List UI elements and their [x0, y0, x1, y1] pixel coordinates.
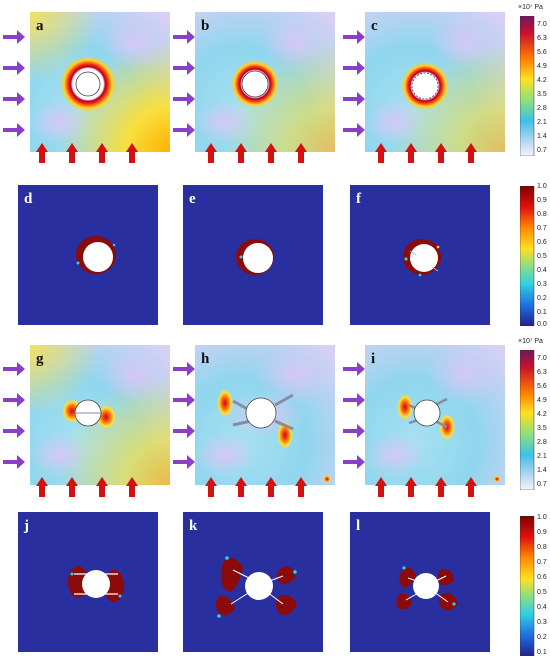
panel-label: c — [371, 18, 378, 34]
colorbar-tick: 1.4 — [537, 133, 547, 140]
stress-panel-i: i — [365, 345, 505, 485]
colorbar-tick: 0.7 — [537, 481, 547, 488]
colorbar-tick: 0.0 — [537, 321, 547, 328]
colorbar-tick: 2.8 — [537, 105, 547, 112]
colorbar-tick: 6.3 — [537, 369, 547, 376]
colorbar-tick: 4.2 — [537, 77, 547, 84]
panel-label: d — [24, 191, 33, 207]
panel-label: k — [189, 518, 198, 534]
colorbar-tick: 0.5 — [537, 253, 547, 260]
stress-panel-a: a — [30, 12, 170, 152]
panel-label: l — [356, 518, 361, 534]
colorbar-tick: 7.0 — [537, 21, 547, 28]
panel-label: h — [201, 351, 210, 367]
colorbar-tick: 0.8 — [537, 544, 547, 551]
colorbar-tick: 4.9 — [537, 63, 547, 70]
colorbar-tick: 4.2 — [537, 411, 547, 418]
stress-panel-h: h — [195, 345, 335, 485]
colorbar-tick: 0.7 — [537, 559, 547, 566]
colorbar-tick: 0.7 — [537, 147, 547, 154]
colorbar-tick: 3.5 — [537, 91, 547, 98]
stress-panel-g: g — [30, 345, 170, 485]
panel-label: b — [201, 18, 210, 34]
damage-panel-e: e — [183, 185, 323, 325]
colorbar-tick: 5.6 — [537, 49, 547, 56]
damage-panel-f: f — [350, 185, 490, 325]
colorbar-tick: 0.2 — [537, 295, 547, 302]
colorbar-tick: 0.6 — [537, 239, 547, 246]
colorbar-tick: 0.2 — [537, 634, 547, 641]
damage-panel-k: k — [183, 512, 323, 652]
colorbar-tick: 0.4 — [537, 267, 547, 274]
colorbar-tick: 0.3 — [537, 619, 547, 626]
stress-panel-b: b — [195, 12, 335, 152]
colorbar-tick: 4.9 — [537, 397, 547, 404]
colorbar-tick: 5.6 — [537, 383, 547, 390]
colorbar-tick: 1.4 — [537, 467, 547, 474]
panel-label: i — [371, 351, 376, 367]
panel-label: j — [24, 518, 29, 534]
colorbar-unit: ×10⁷ Pa — [518, 4, 543, 11]
panel-label: e — [189, 191, 196, 207]
colorbar-tick: 0.6 — [537, 574, 547, 581]
colorbar-tick: 0.8 — [537, 211, 547, 218]
colorbar-tick: 0.9 — [537, 529, 547, 536]
colorbar-tick: 2.1 — [537, 453, 547, 460]
colorbar-unit: ×10⁷ Pa — [518, 338, 543, 345]
panel-label: a — [36, 18, 44, 34]
colorbar-tick: 1.0 — [537, 514, 547, 521]
colorbar-tick: 0.1 — [537, 649, 547, 656]
damage-panel-j: j — [18, 512, 158, 652]
colorbar-tick: 1.0 — [537, 183, 547, 190]
damage-panel-d: d — [18, 185, 158, 325]
colorbar-tick: 0.9 — [537, 197, 547, 204]
colorbar-tick: 6.3 — [537, 35, 547, 42]
colorbar-tick: 0.1 — [537, 309, 547, 316]
colorbar-tick: 0.7 — [537, 225, 547, 232]
colorbar-tick: 2.1 — [537, 119, 547, 126]
damage-panel-l: l — [350, 512, 490, 652]
colorbar-tick: 0.3 — [537, 281, 547, 288]
colorbar-tick: 0.5 — [537, 589, 547, 596]
stress-panel-c: c — [365, 12, 505, 152]
panel-label: g — [36, 351, 44, 367]
colorbar-tick: 2.8 — [537, 439, 547, 446]
colorbar-tick: 3.5 — [537, 425, 547, 432]
colorbar-tick: 7.0 — [537, 355, 547, 362]
colorbar-tick: 0.4 — [537, 604, 547, 611]
panel-label: f — [356, 191, 361, 207]
